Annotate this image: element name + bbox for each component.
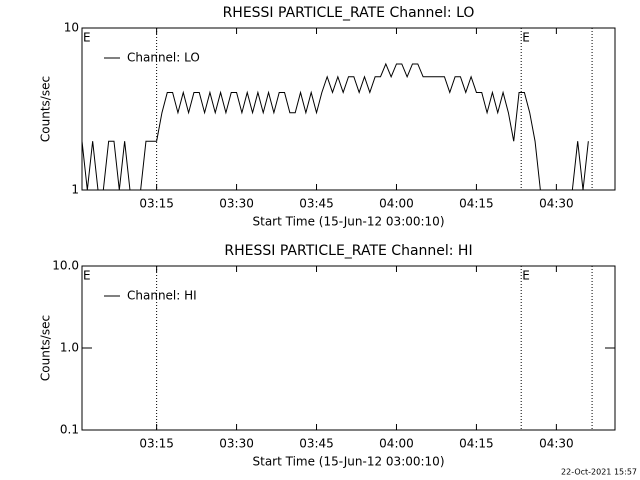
y-tick-label: 10 xyxy=(64,21,79,35)
y-axis-label: Counts/sec xyxy=(39,315,53,381)
y-tick-label: 1.0 xyxy=(60,341,79,355)
x-tick-label: 03:15 xyxy=(139,197,174,211)
x-tick-label: 04:30 xyxy=(539,197,574,211)
plot-frame xyxy=(81,27,616,191)
annotation: E xyxy=(522,269,530,283)
x-tick-label: 03:15 xyxy=(139,437,174,451)
x-tick-label: 04:15 xyxy=(459,197,494,211)
annotation: E xyxy=(83,269,91,283)
y-tick-label: 0.1 xyxy=(60,423,79,437)
annotation: E xyxy=(83,31,91,45)
chart-title: RHESSI PARTICLE_RATE Channel: LO xyxy=(223,5,475,21)
y-axis-label: Counts/sec xyxy=(39,76,53,142)
legend-label: Channel: HI xyxy=(127,289,197,303)
x-axis-label: Start Time (15-Jun-12 03:00:10) xyxy=(253,215,445,229)
x-axis-label: Start Time (15-Jun-12 03:00:10) xyxy=(253,455,445,469)
x-tick-label: 03:45 xyxy=(299,197,334,211)
x-tick-label: 03:30 xyxy=(219,197,254,211)
x-tick-label: 03:45 xyxy=(299,437,334,451)
x-tick-label: 04:00 xyxy=(379,437,414,451)
legend-label: Channel: LO xyxy=(127,51,200,65)
annotation: E xyxy=(522,31,530,45)
x-tick-label: 04:00 xyxy=(379,197,414,211)
x-tick-label: 04:15 xyxy=(459,437,494,451)
x-tick-label: 04:30 xyxy=(539,437,574,451)
footer-timestamp: 22-Oct-2021 15:57 xyxy=(561,468,637,477)
y-tick-label: 1 xyxy=(71,183,79,197)
x-tick-label: 03:30 xyxy=(219,437,254,451)
chart-title: RHESSI PARTICLE_RATE Channel: HI xyxy=(224,243,472,259)
y-tick-label: 10.0 xyxy=(52,259,79,273)
data-line xyxy=(81,62,589,191)
